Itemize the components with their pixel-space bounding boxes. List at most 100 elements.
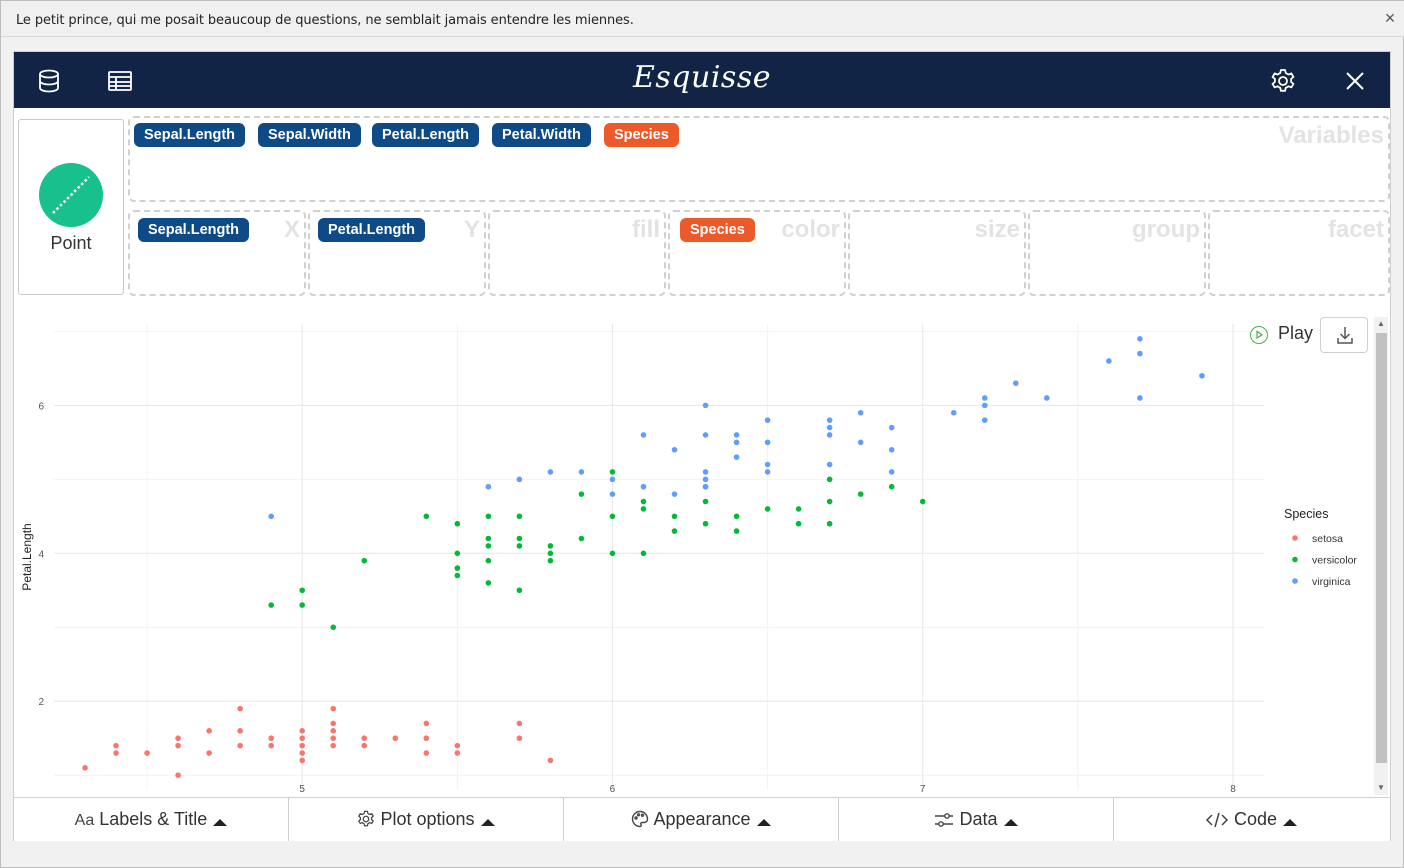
- data-point-virginica: [640, 432, 647, 438]
- variable-chip-petal-length[interactable]: Petal.Length: [372, 123, 480, 147]
- data-point-setosa: [299, 742, 306, 749]
- data-point-virginica: [981, 402, 988, 409]
- data-point-setosa: [237, 742, 243, 749]
- scroll-down-icon[interactable]: ▼: [1377, 783, 1385, 792]
- dropzone-fill[interactable]: fill: [488, 210, 666, 296]
- data-point-setosa: [299, 735, 306, 742]
- data-point-virginica: [950, 409, 957, 416]
- data-point-versicolor: [671, 528, 678, 534]
- data-point-virginica: [733, 454, 740, 460]
- data-point-virginica: [702, 476, 709, 483]
- data-point-virginica: [733, 432, 740, 438]
- data-point-setosa: [144, 750, 150, 756]
- data-point-setosa: [299, 728, 306, 734]
- data-point-setosa: [330, 735, 337, 742]
- caret-up-icon: [1003, 809, 1019, 829]
- data-point-setosa: [330, 705, 337, 712]
- variable-chip-petal-width[interactable]: Petal.Width: [492, 123, 591, 147]
- dropzone-facet[interactable]: facet: [1208, 210, 1390, 296]
- bottom-tabs: Aa Labels & Title Plot options Appearanc…: [14, 797, 1390, 841]
- tab-code[interactable]: Code: [1114, 798, 1389, 841]
- dropzone-y[interactable]: Y Petal.Length: [308, 210, 486, 296]
- data-point-virginica: [733, 439, 740, 446]
- data-point-virginica: [547, 469, 554, 475]
- legend-key-setosa: [1292, 535, 1298, 541]
- data-point-versicolor: [857, 491, 864, 497]
- data-point-setosa: [268, 742, 274, 749]
- data-point-virginica: [764, 469, 771, 475]
- tab-labels-title[interactable]: Aa Labels & Title: [14, 798, 289, 841]
- geom-selector[interactable]: Point: [18, 119, 124, 295]
- data-point-virginica: [764, 439, 771, 446]
- data-point-versicolor: [299, 602, 306, 608]
- table-icon[interactable]: [107, 68, 133, 94]
- data-point-versicolor: [268, 602, 274, 608]
- tab-label: Appearance: [653, 809, 751, 829]
- data-point-setosa: [299, 757, 306, 764]
- data-point-virginica: [981, 417, 988, 423]
- database-icon[interactable]: [36, 68, 62, 94]
- dropzone-color[interactable]: color Species: [668, 210, 846, 296]
- dropzone-color-chip[interactable]: Species: [680, 218, 755, 242]
- data-point-virginica: [609, 491, 616, 497]
- tab-appearance[interactable]: Appearance: [564, 798, 839, 841]
- play-label: Play: [1278, 323, 1314, 343]
- data-point-versicolor: [547, 550, 554, 557]
- data-point-virginica: [888, 446, 895, 453]
- legend-label-versicolor: versicolor: [1312, 555, 1357, 567]
- legend-label-setosa: setosa: [1312, 533, 1343, 545]
- gear-icon[interactable]: [1270, 68, 1296, 94]
- data-point-virginica: [1137, 350, 1143, 357]
- variable-chip-species[interactable]: Species: [604, 123, 679, 147]
- data-point-virginica: [516, 476, 523, 483]
- legend-label-virginica: virginica: [1312, 576, 1351, 588]
- dropzone-x[interactable]: X Sepal.Length: [128, 210, 306, 296]
- data-point-setosa: [423, 720, 430, 727]
- tab-data[interactable]: Data: [839, 798, 1114, 841]
- data-point-setosa: [237, 705, 243, 712]
- data-point-setosa: [454, 750, 461, 756]
- banner-close-icon[interactable]: ×: [1384, 8, 1396, 28]
- data-point-setosa: [454, 742, 461, 749]
- data-point-versicolor: [919, 498, 926, 505]
- esquisse-modal: Esquisse Point: [13, 51, 1391, 841]
- data-point-versicolor: [330, 624, 337, 631]
- close-icon[interactable]: [1342, 68, 1368, 94]
- variable-chip-sepal-width[interactable]: Sepal.Width: [258, 123, 361, 147]
- download-icon: [1337, 327, 1353, 344]
- data-point-virginica: [485, 483, 492, 490]
- data-point-virginica: [640, 483, 647, 490]
- data-point-versicolor: [702, 520, 709, 527]
- variable-chip-sepal-length[interactable]: Sepal.Length: [134, 123, 246, 147]
- data-point-versicolor: [733, 528, 740, 534]
- data-point-versicolor: [516, 535, 523, 542]
- banner: Le petit prince, qui me posait beaucoup …: [1, 1, 1404, 37]
- dropzone-x-chip[interactable]: Sepal.Length: [138, 218, 250, 242]
- dropzone-y-chip[interactable]: Petal.Length: [318, 218, 426, 242]
- data-point-versicolor: [516, 513, 523, 520]
- dropzone-size[interactable]: size: [848, 210, 1026, 296]
- data-point-versicolor: [485, 535, 492, 542]
- data-point-virginica: [702, 402, 709, 409]
- data-point-versicolor: [485, 513, 492, 520]
- legend-title: Species: [1284, 507, 1328, 521]
- app-title: Esquisse: [633, 60, 771, 95]
- x-axis-label: Sepal.Length: [589, 794, 660, 796]
- data-point-versicolor: [485, 543, 492, 549]
- plot-scrollbar[interactable]: ▲ ▼: [1374, 317, 1388, 795]
- tab-plot-options[interactable]: Plot options: [289, 798, 564, 841]
- dropzone-facet-label: facet: [1327, 216, 1384, 243]
- data-point-virginica: [702, 483, 709, 490]
- variables-zone[interactable]: Variables Sepal.Length Sepal.Width Petal…: [128, 116, 1390, 202]
- scroll-thumb[interactable]: [1376, 333, 1387, 763]
- data-point-versicolor: [299, 587, 306, 594]
- download-button[interactable]: [1320, 317, 1368, 353]
- dropzone-group[interactable]: group: [1028, 210, 1206, 296]
- data-point-setosa: [516, 735, 523, 742]
- dropzone-color-label: color: [781, 216, 840, 243]
- y-axis-label: Petal.Length: [20, 523, 34, 590]
- geom-label: Point: [50, 233, 92, 253]
- scroll-up-icon[interactable]: ▲: [1377, 319, 1385, 328]
- legend-key-versicolor: [1292, 556, 1298, 563]
- y-tick-label: 4: [38, 549, 44, 560]
